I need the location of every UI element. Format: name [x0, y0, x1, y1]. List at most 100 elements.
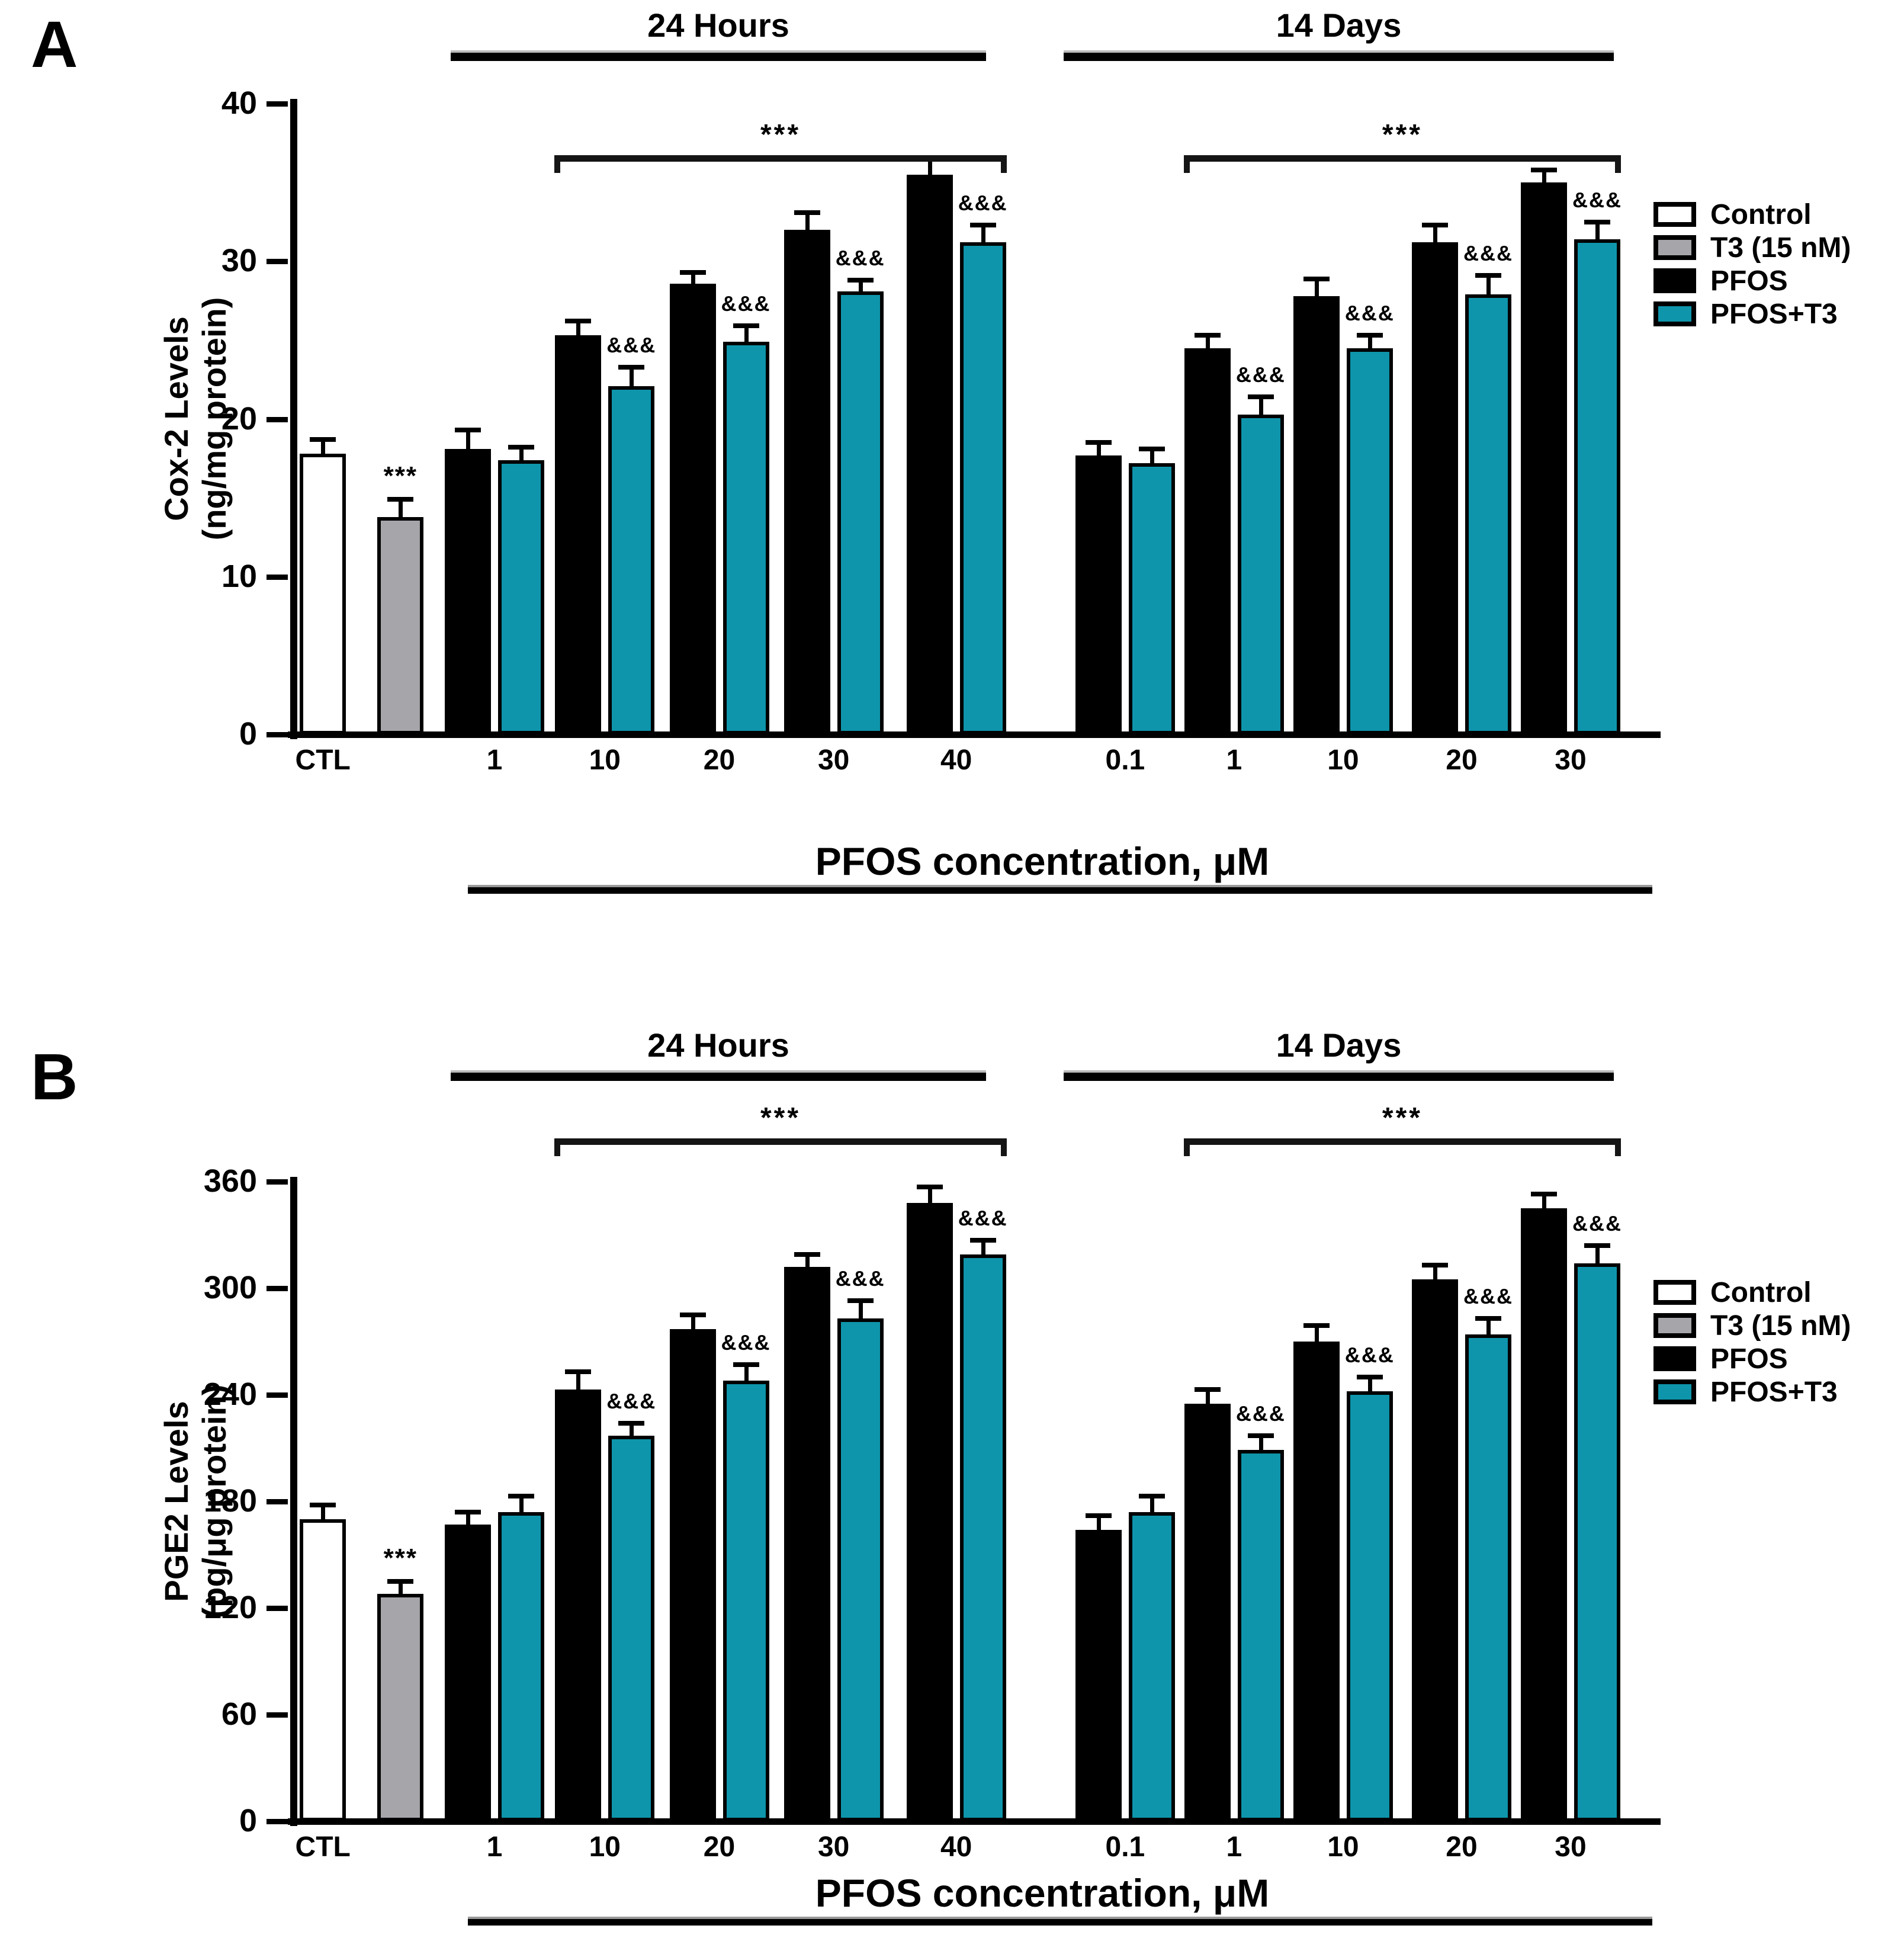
y-axis-tick [267, 416, 288, 422]
bar-pfos-t3 [959, 1254, 1006, 1821]
error-bar-cap [565, 1369, 592, 1374]
bar-pfos [1075, 1530, 1122, 1821]
error-bar-cap [969, 223, 996, 227]
error-bar-whisker [1542, 169, 1546, 183]
error-bar-cap [618, 1421, 645, 1426]
error-bar-whisker [927, 157, 932, 175]
significance-annotation: &&& [1572, 1211, 1622, 1236]
error-bar-cap [1247, 1433, 1274, 1438]
error-bar-cap [1356, 1375, 1383, 1379]
bar-pfos [1184, 348, 1231, 734]
y-axis-tick-label: 20 [221, 400, 257, 437]
error-bar-cap [794, 1252, 820, 1257]
error-bar-cap [310, 437, 336, 442]
error-bar-whisker [1595, 1246, 1600, 1263]
y-axis-tick-label: 120 [203, 1590, 257, 1625]
bar-pfos [906, 174, 953, 734]
error-bar-cap [1194, 1387, 1221, 1392]
bar-pfos-t3 [1574, 1263, 1620, 1821]
section-header-underline [451, 1073, 986, 1081]
bar-pfos-t3 [608, 386, 655, 734]
bar-pfos-t3 [1237, 414, 1284, 734]
error-bar-whisker [399, 499, 403, 517]
significance-annotation: *** [383, 461, 418, 491]
panel-a-legend: Control T3 (15 nM) PFOS PFOS+T3 [1653, 199, 1851, 332]
bar-pfos [1293, 1342, 1340, 1821]
legend-label: PFOS+T3 [1710, 1376, 1838, 1408]
pfos-swatch [1653, 1346, 1696, 1371]
error-bar-whisker [1367, 1377, 1372, 1391]
error-bar-cap [1085, 440, 1112, 445]
x-axis-tick-label: 30 [817, 745, 850, 776]
t3-swatch [1653, 1313, 1696, 1338]
bar-pfos [1521, 182, 1567, 734]
x-axis-tick-label: 20 [1446, 745, 1478, 776]
error-bar-whisker [1258, 1436, 1263, 1450]
panel-b-x-axis-title-underline [468, 1919, 1652, 1926]
section-header-underline [451, 53, 986, 61]
y-axis-tick [267, 1819, 288, 1824]
y-axis-tick-label: 30 [221, 243, 257, 279]
error-bar-whisker [321, 1505, 326, 1519]
significance-annotation: &&& [1344, 301, 1395, 326]
y-axis-tick-label: 360 [203, 1163, 257, 1199]
error-bar-whisker [1595, 222, 1600, 239]
y-axis-tick [267, 259, 288, 265]
error-bar-whisker [1205, 1390, 1210, 1404]
bar-pfos-t3 [1128, 463, 1175, 734]
legend-label: T3 (15 nM) [1710, 232, 1851, 264]
y-axis-tick [267, 1392, 288, 1398]
error-bar-whisker [744, 326, 749, 342]
x-axis-tick-label: 30 [1555, 745, 1587, 776]
x-axis-tick-label: CTL [295, 1831, 351, 1863]
bar-pfos [445, 449, 491, 734]
error-bar-cap [1356, 333, 1383, 338]
legend-label: PFOS [1710, 265, 1788, 297]
legend-label: Control [1710, 1276, 1812, 1308]
x-axis-tick-label: CTL [295, 745, 351, 776]
legend-row-control: Control [1653, 1277, 1851, 1308]
error-bar-cap [1531, 167, 1557, 172]
bar-pfos [906, 1203, 953, 1821]
x-axis-tick-label: 30 [817, 1831, 850, 1863]
error-bar-cap [1303, 1323, 1330, 1328]
panel-a-header-24hours: 24 Hours [451, 6, 986, 61]
x-axis-tick-label: 10 [1327, 1831, 1359, 1863]
x-axis-tick-label: 10 [1327, 745, 1359, 776]
significance-annotation: &&& [1572, 187, 1622, 212]
error-bar-whisker [321, 439, 326, 454]
significance-annotation: &&& [835, 1266, 885, 1291]
panel-a-letter: A [31, 8, 78, 81]
bar-pfos-t3 [1574, 239, 1620, 734]
x-axis-tick-label: 0.1 [1105, 745, 1145, 776]
bar-t3-15-nm- [377, 1594, 424, 1821]
legend-row-t3: T3 (15 nM) [1653, 232, 1851, 264]
error-bar-cap [969, 1238, 996, 1243]
error-bar-whisker [519, 1496, 524, 1512]
x-axis-tick-label: 40 [940, 745, 972, 776]
section-header-label: 14 Days [1276, 7, 1402, 44]
bar-pfos [1412, 1279, 1458, 1821]
y-axis-tick-label: 180 [203, 1483, 257, 1519]
error-bar-cap [508, 445, 534, 450]
error-bar-whisker [1433, 225, 1437, 243]
legend-row-t3: T3 (15 nM) [1653, 1310, 1851, 1342]
y-axis-tick [267, 732, 288, 737]
section-header-underline [1064, 53, 1614, 61]
error-bar-cap [455, 428, 481, 433]
panel-a-x-axis-title: PFOS concentration, μM [815, 839, 1270, 883]
panel-b-x-axis-title: PFOS concentration, μM [815, 1871, 1270, 1915]
error-bar-whisker [1205, 335, 1210, 348]
bar-pfos-t3 [837, 1318, 884, 1821]
error-bar-whisker [630, 367, 634, 386]
significance-annotation: &&& [721, 1330, 771, 1355]
significance-bracket-label: *** [1382, 119, 1423, 150]
error-bar-cap [565, 319, 592, 324]
y-axis-line [290, 99, 297, 739]
x-axis-tick-label: 1 [486, 745, 503, 776]
legend-label: PFOS+T3 [1710, 298, 1838, 330]
error-bar-cap [847, 1298, 874, 1303]
error-bar-cap [508, 1494, 534, 1498]
error-bar-cap [1303, 276, 1330, 281]
panel-b-plot-area: 0 60 120 180 240 300 360 CTL *** 1 &&& 10 &&& 20 &&& 30… [204, 1102, 1661, 1863]
